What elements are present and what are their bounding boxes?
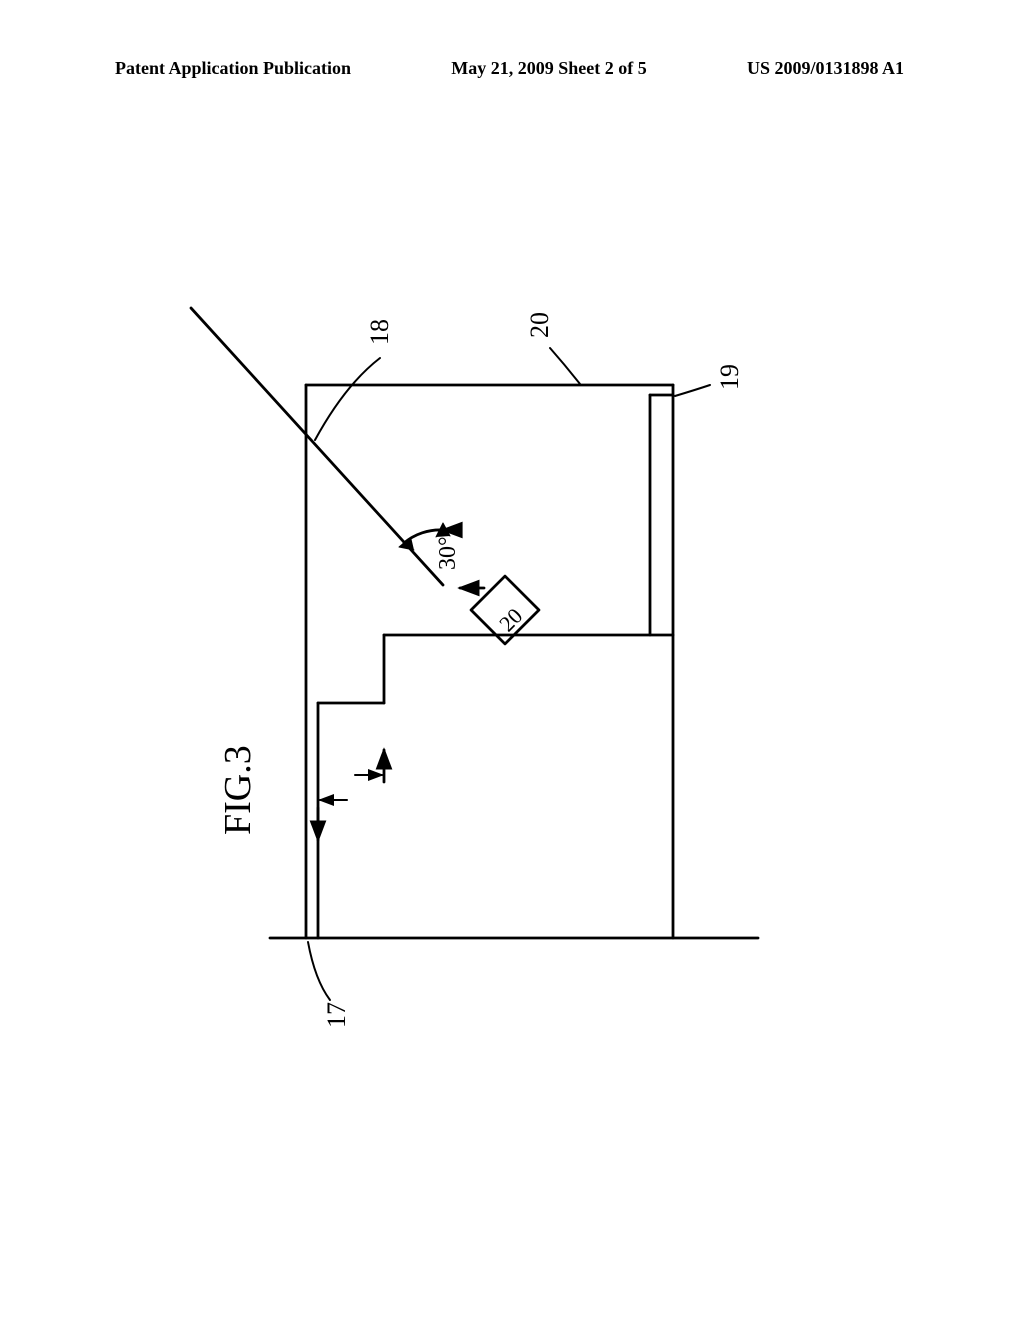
ref-17: 17 xyxy=(322,1002,351,1028)
header-left: Patent Application Publication xyxy=(115,58,351,79)
angle-label: 30° xyxy=(435,536,461,570)
figure-3: FIG.3 30° 20 17 18 19 20 xyxy=(150,190,850,1090)
ref-20: 20 xyxy=(525,312,554,338)
header-right: US 2009/0131898 A1 xyxy=(747,58,904,79)
patent-header: Patent Application Publication May 21, 2… xyxy=(0,58,1024,79)
figure-drawing xyxy=(191,308,758,1000)
ref-19: 19 xyxy=(715,364,744,390)
figure-label: FIG.3 xyxy=(217,745,259,835)
ref-18: 18 xyxy=(365,319,394,345)
figure-labels: FIG.3 30° 20 17 18 19 20 xyxy=(217,312,744,1028)
dimension-20: 20 xyxy=(494,603,527,636)
header-center: May 21, 2009 Sheet 2 of 5 xyxy=(451,58,646,79)
